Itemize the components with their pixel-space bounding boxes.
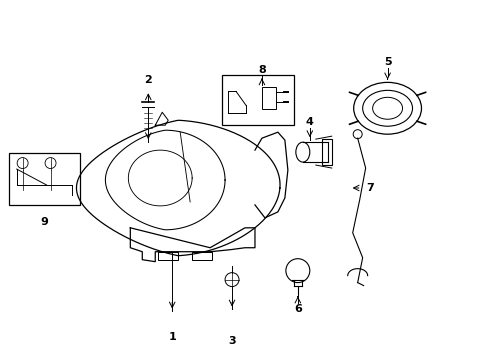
Bar [158, 252, 178, 260]
Text: 3: 3 [228, 336, 235, 346]
Text: 2: 2 [144, 75, 152, 85]
Bar [222, 75, 293, 125]
Bar [321, 139, 331, 165]
Bar [192, 252, 212, 260]
Text: 4: 4 [305, 117, 313, 127]
Bar [262, 87, 275, 109]
Text: 9: 9 [41, 217, 48, 227]
Text: 7: 7 [365, 183, 373, 193]
Bar [9, 153, 81, 205]
Text: 6: 6 [293, 305, 301, 315]
Text: 1: 1 [168, 332, 176, 342]
Text: 8: 8 [258, 66, 265, 76]
Text: 5: 5 [383, 58, 390, 67]
